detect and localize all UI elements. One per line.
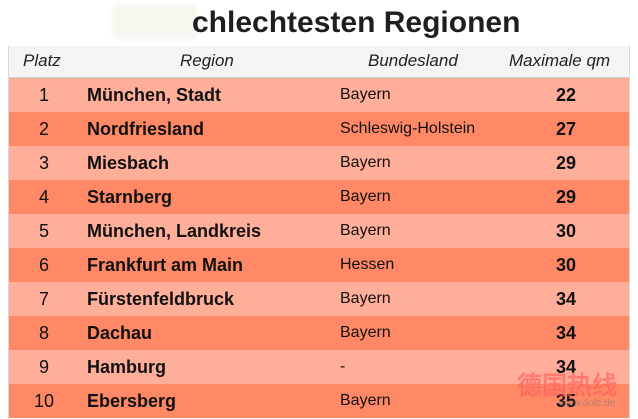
row-platz: 5: [38, 221, 49, 241]
row-region: Fürstenfeldbruck: [87, 289, 235, 309]
header-region: Region: [180, 51, 234, 70]
table-row: 6 Frankfurt am Main Hessen 30: [9, 248, 629, 282]
row-maximale-qm: 22: [555, 85, 577, 105]
table-right-border: [629, 46, 630, 419]
row-bundesland: Bayern: [340, 154, 391, 171]
row-maximale-qm: 34: [555, 289, 577, 309]
row-maximale-qm: 27: [555, 119, 577, 139]
watermark-logo-text: 德国热线: [517, 371, 618, 400]
row-region: Miesbach: [87, 153, 170, 173]
table-row: 4 Starnberg Bayern 29: [9, 180, 629, 214]
row-region: Nordfriesland: [87, 119, 205, 139]
row-platz: 1: [38, 85, 49, 105]
row-region: Hamburg: [87, 357, 167, 377]
row-bundesland: Bayern: [340, 188, 391, 205]
row-platz: 9: [38, 357, 49, 377]
row-maximale-qm: 30: [555, 221, 577, 241]
table-row: 8 Dachau Bayern 34: [9, 316, 629, 350]
table-row: 9 Hamburg - 34: [9, 350, 629, 384]
row-platz: 10: [33, 391, 55, 411]
row-maximale-qm: 34: [555, 323, 577, 343]
page-title: chlechtesten Regionen: [192, 6, 521, 39]
table-row: 5 München, Landkreis Bayern 30: [9, 214, 629, 248]
row-maximale-qm: 30: [555, 255, 577, 275]
row-region: München, Stadt: [87, 85, 221, 105]
row-platz: 8: [38, 323, 49, 343]
row-platz: 2: [38, 119, 49, 139]
header-platz: Platz: [23, 51, 61, 70]
row-platz: 7: [38, 289, 49, 309]
row-bundesland: Bayern: [340, 86, 391, 103]
row-region: Frankfurt am Main: [87, 255, 244, 275]
row-bundesland: Bayern: [340, 290, 391, 307]
table-row: 2 Nordfriesland Schleswig-Holstein 27: [9, 112, 629, 146]
table-row: 10 Ebersberg Bayern 35: [9, 384, 629, 418]
row-region: Ebersberg: [87, 391, 177, 411]
row-maximale-qm: 29: [555, 153, 577, 173]
row-bundesland: Bayern: [340, 392, 391, 409]
table-left-border: [8, 46, 9, 419]
header-maximale-qm: Maximale qm: [509, 51, 611, 70]
ranking-table: 1 München, Stadt Bayern 22 2 Nordfriesla…: [9, 78, 629, 418]
header-bundesland: Bundesland: [368, 51, 458, 70]
row-platz: 4: [38, 187, 49, 207]
watermark: 德国热线 www.dolc.de: [517, 364, 634, 418]
watermark-url: www.dolc.de: [559, 398, 616, 409]
row-bundesland: Hessen: [340, 256, 395, 273]
row-maximale-qm: 35: [555, 391, 577, 411]
row-bundesland: Schleswig-Holstein: [340, 120, 476, 137]
table-row: 3 Miesbach Bayern 29: [9, 146, 629, 180]
row-bundesland: Bayern: [340, 222, 391, 239]
table-row: 1 München, Stadt Bayern 22: [9, 78, 629, 112]
title-area: chlechtesten Regionen: [0, 0, 638, 46]
row-maximale-qm: 34: [555, 357, 577, 377]
title-cover-mark: [112, 4, 198, 40]
row-platz: 6: [38, 255, 49, 275]
row-bundesland: Bayern: [340, 324, 391, 341]
table-row: 7 Fürstenfeldbruck Bayern 34: [9, 282, 629, 316]
row-region: München, Landkreis: [87, 221, 262, 241]
table-header: Platz Region Bundesland Maximale qm: [9, 46, 629, 78]
row-region: Dachau: [87, 323, 153, 343]
row-maximale-qm: 29: [555, 187, 577, 207]
row-bundesland: -: [340, 358, 346, 375]
row-platz: 3: [38, 153, 49, 173]
row-region: Starnberg: [87, 187, 173, 207]
